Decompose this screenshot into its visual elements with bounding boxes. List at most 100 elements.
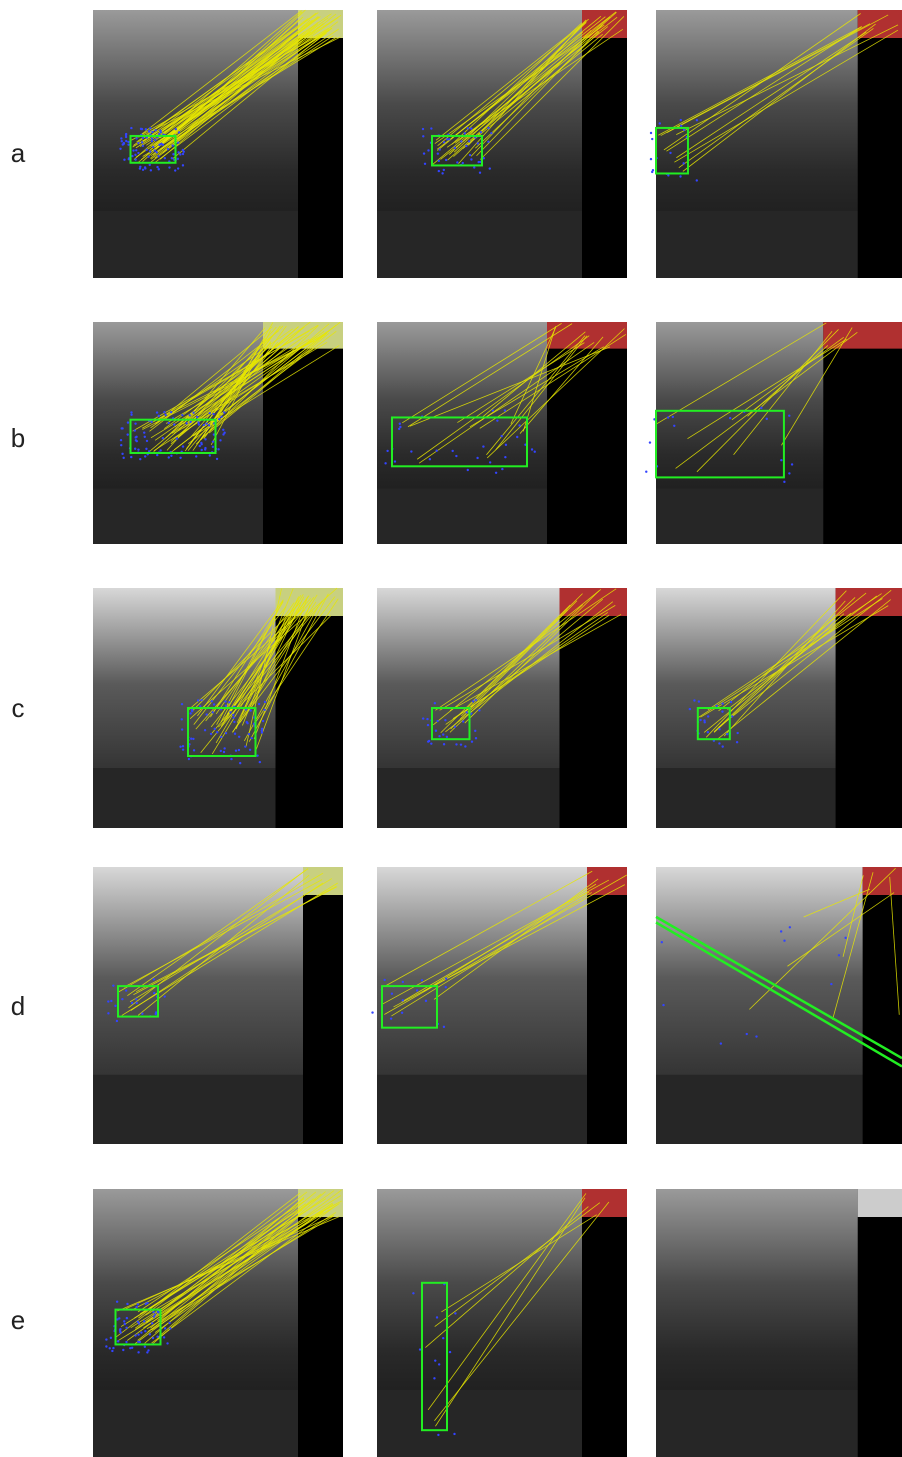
keypoint: [474, 730, 476, 732]
keypoint: [158, 133, 160, 135]
keypoint: [659, 122, 661, 124]
keypoint: [168, 166, 170, 168]
keypoint: [718, 742, 720, 744]
keypoint: [148, 130, 150, 132]
keypoint: [789, 926, 791, 928]
keypoint: [791, 463, 793, 465]
keypoint: [783, 481, 785, 483]
keypoint: [235, 749, 237, 751]
keypoint: [107, 1012, 109, 1014]
keypoint: [224, 700, 226, 702]
keypoint: [141, 1013, 143, 1015]
keypoint: [160, 143, 162, 145]
keypoint: [760, 407, 762, 409]
keypoint: [219, 439, 221, 441]
keypoint: [673, 425, 675, 427]
keypoint: [155, 1011, 157, 1013]
keypoint: [173, 423, 175, 425]
keypoint: [116, 1020, 118, 1022]
keypoint: [125, 140, 127, 142]
keypoint: [134, 158, 136, 160]
keypoint: [147, 155, 149, 157]
keypoint: [487, 127, 489, 129]
keypoint: [218, 418, 220, 420]
image-panel: [377, 10, 627, 278]
keypoint: [137, 448, 139, 450]
keypoint: [531, 448, 533, 450]
keypoint: [143, 1320, 145, 1322]
keypoint: [383, 979, 385, 981]
keypoint: [416, 989, 418, 991]
keypoint: [410, 450, 412, 452]
keypoint: [217, 448, 219, 450]
keypoint: [171, 144, 173, 146]
keypoint: [430, 127, 432, 129]
keypoint: [203, 424, 205, 426]
keypoint: [117, 1340, 119, 1342]
keypoint: [230, 758, 232, 760]
keypoint: [437, 1434, 439, 1436]
keypoint: [158, 168, 160, 170]
keypoint: [225, 704, 227, 706]
keypoint: [444, 719, 446, 721]
keypoint: [454, 147, 456, 149]
keypoint: [142, 137, 144, 139]
keypoint: [434, 702, 436, 704]
keypoint: [109, 1347, 111, 1349]
template-thumb: [547, 322, 627, 349]
keypoint: [689, 708, 691, 710]
keypoint: [726, 733, 728, 735]
keypoint: [707, 715, 709, 717]
keypoint: [137, 1351, 139, 1353]
keypoint: [438, 170, 440, 172]
keypoint: [467, 127, 469, 129]
keypoint: [443, 1026, 445, 1028]
black-strip: [303, 867, 343, 1144]
keypoint: [472, 700, 474, 702]
keypoint: [130, 414, 132, 416]
keypoint: [167, 422, 169, 424]
keypoint: [121, 998, 123, 1000]
keypoint: [443, 141, 445, 143]
row-label: c: [12, 693, 25, 723]
keypoint: [233, 721, 235, 723]
keypoint: [181, 728, 183, 730]
keypoint: [197, 699, 199, 701]
keypoint: [476, 457, 478, 459]
keypoint: [151, 137, 153, 139]
keypoint: [238, 736, 240, 738]
keypoint: [464, 745, 466, 747]
keypoint: [130, 411, 132, 413]
keypoint: [780, 459, 782, 461]
keypoint: [464, 132, 466, 134]
keypoint: [126, 433, 128, 435]
keypoint: [156, 166, 158, 168]
keypoint: [197, 421, 199, 423]
image-panel: [371, 867, 627, 1144]
keypoint: [163, 995, 165, 997]
keypoint: [718, 728, 720, 730]
keypoint: [125, 136, 127, 138]
keypoint: [200, 449, 202, 451]
keypoint: [421, 979, 423, 981]
keypoint: [150, 169, 152, 171]
row-label: d: [11, 991, 25, 1021]
keypoint: [470, 158, 472, 160]
keypoint: [216, 731, 218, 733]
keypoint: [456, 161, 458, 163]
keypoint: [422, 128, 424, 130]
keypoint: [398, 428, 400, 430]
keypoint: [114, 1005, 116, 1007]
keypoint: [425, 1000, 427, 1002]
keypoint: [212, 413, 214, 415]
keypoint: [158, 415, 160, 417]
keypoint: [163, 411, 165, 413]
keypoint: [204, 438, 206, 440]
keypoint: [731, 715, 733, 717]
keypoint: [436, 1316, 438, 1318]
keypoint: [191, 710, 193, 712]
keypoint: [212, 440, 214, 442]
keypoint: [223, 751, 225, 753]
keypoint: [121, 140, 123, 142]
keypoint: [141, 128, 143, 130]
